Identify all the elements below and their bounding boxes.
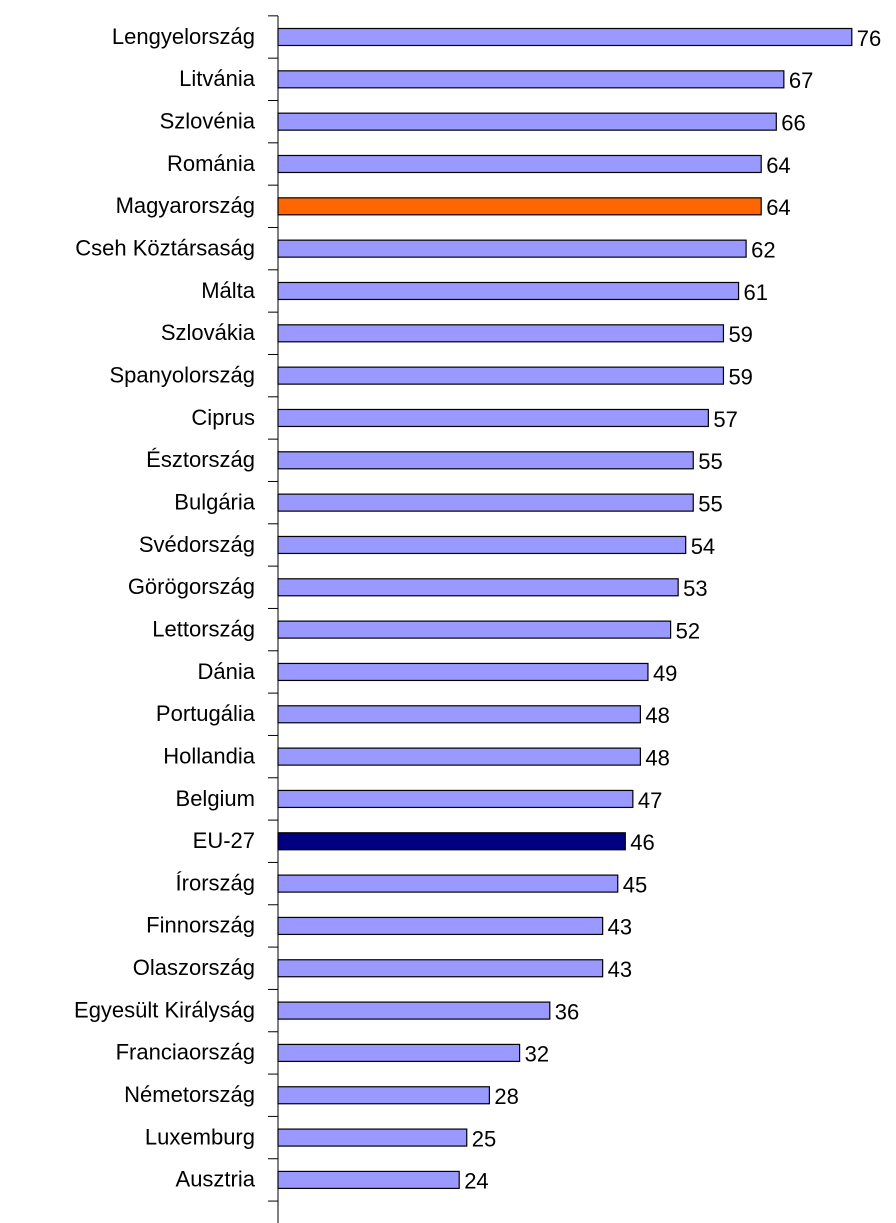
bar <box>277 493 694 512</box>
bar <box>277 27 853 47</box>
value-label: 61 <box>744 280 768 305</box>
category-label: Svédország <box>139 532 255 557</box>
value-label: 49 <box>653 661 677 686</box>
bar <box>277 959 604 978</box>
category-label: Franciaország <box>116 1040 255 1065</box>
bar <box>277 239 747 258</box>
category-label: Bulgária <box>174 489 255 514</box>
category-label: Luxemburg <box>145 1124 255 1149</box>
category-label: Írország <box>176 870 255 895</box>
bar <box>277 281 740 301</box>
category-label: Görögország <box>128 574 255 599</box>
bar <box>277 916 604 936</box>
bar <box>277 154 762 174</box>
value-label: 48 <box>645 703 669 728</box>
value-label: 45 <box>623 872 647 897</box>
value-label: 24 <box>464 1169 488 1194</box>
bar <box>277 197 762 216</box>
value-label: 53 <box>683 576 707 601</box>
bar <box>277 1128 468 1147</box>
category-label: Portugália <box>156 701 256 726</box>
bar <box>277 832 626 851</box>
category-label: Finnország <box>146 913 255 938</box>
bar <box>277 324 725 343</box>
value-label: 57 <box>713 407 737 432</box>
value-label: 43 <box>608 915 632 940</box>
value-label: 59 <box>728 322 752 347</box>
bar <box>277 705 641 724</box>
bar <box>277 1001 551 1020</box>
value-label: 59 <box>728 364 752 389</box>
category-label: Szlovákia <box>161 320 256 345</box>
bar <box>277 366 725 385</box>
category-label: Belgium <box>176 786 255 811</box>
value-label: 28 <box>494 1084 518 1109</box>
value-label: 32 <box>525 1042 549 1067</box>
value-label: 64 <box>766 195 790 220</box>
bar <box>277 747 641 766</box>
value-label: 64 <box>766 153 790 178</box>
category-label: Lettország <box>152 616 255 641</box>
category-label: Ausztria <box>176 1167 256 1192</box>
bar <box>277 1170 460 1190</box>
value-label: 62 <box>751 237 775 262</box>
value-label: 47 <box>638 788 662 813</box>
value-label: 76 <box>857 26 881 51</box>
value-label: 25 <box>472 1126 496 1151</box>
category-label: Spanyolország <box>109 362 255 387</box>
bar <box>277 662 649 682</box>
value-label: 52 <box>676 618 700 643</box>
category-label: Litvánia <box>179 66 256 91</box>
value-label: 66 <box>781 110 805 135</box>
value-label: 67 <box>789 68 813 93</box>
category-label: Cseh Köztársaság <box>75 235 255 260</box>
bar <box>277 1086 490 1105</box>
bar <box>277 451 694 470</box>
value-label: 43 <box>608 957 632 982</box>
category-label: Hollandia <box>163 743 255 768</box>
value-label: 46 <box>630 830 654 855</box>
category-label: Lengyelország <box>112 24 255 49</box>
value-label: 48 <box>645 745 669 770</box>
category-label: Észtország <box>146 447 255 472</box>
category-label: Magyarország <box>116 193 255 218</box>
value-label: 55 <box>698 491 722 516</box>
category-label: Románia <box>167 151 256 176</box>
bar <box>277 874 619 893</box>
value-label: 55 <box>698 449 722 474</box>
category-label: Szlovénia <box>160 108 256 133</box>
category-label: EU-27 <box>193 828 255 853</box>
category-label: Dánia <box>198 659 256 684</box>
category-label: Németország <box>124 1082 255 1107</box>
category-label: Egyesült Királyság <box>74 997 255 1022</box>
bar <box>277 620 672 639</box>
category-label: Ciprus <box>191 405 255 430</box>
bar <box>277 1043 521 1063</box>
bar <box>277 70 785 89</box>
value-label: 54 <box>691 534 715 559</box>
category-label: Málta <box>201 278 256 303</box>
bar <box>277 789 634 809</box>
bar <box>277 408 709 428</box>
value-label: 36 <box>555 999 579 1024</box>
bar <box>277 535 687 555</box>
bar <box>277 578 679 597</box>
category-label: Olaszország <box>133 955 255 980</box>
bar <box>277 112 777 131</box>
